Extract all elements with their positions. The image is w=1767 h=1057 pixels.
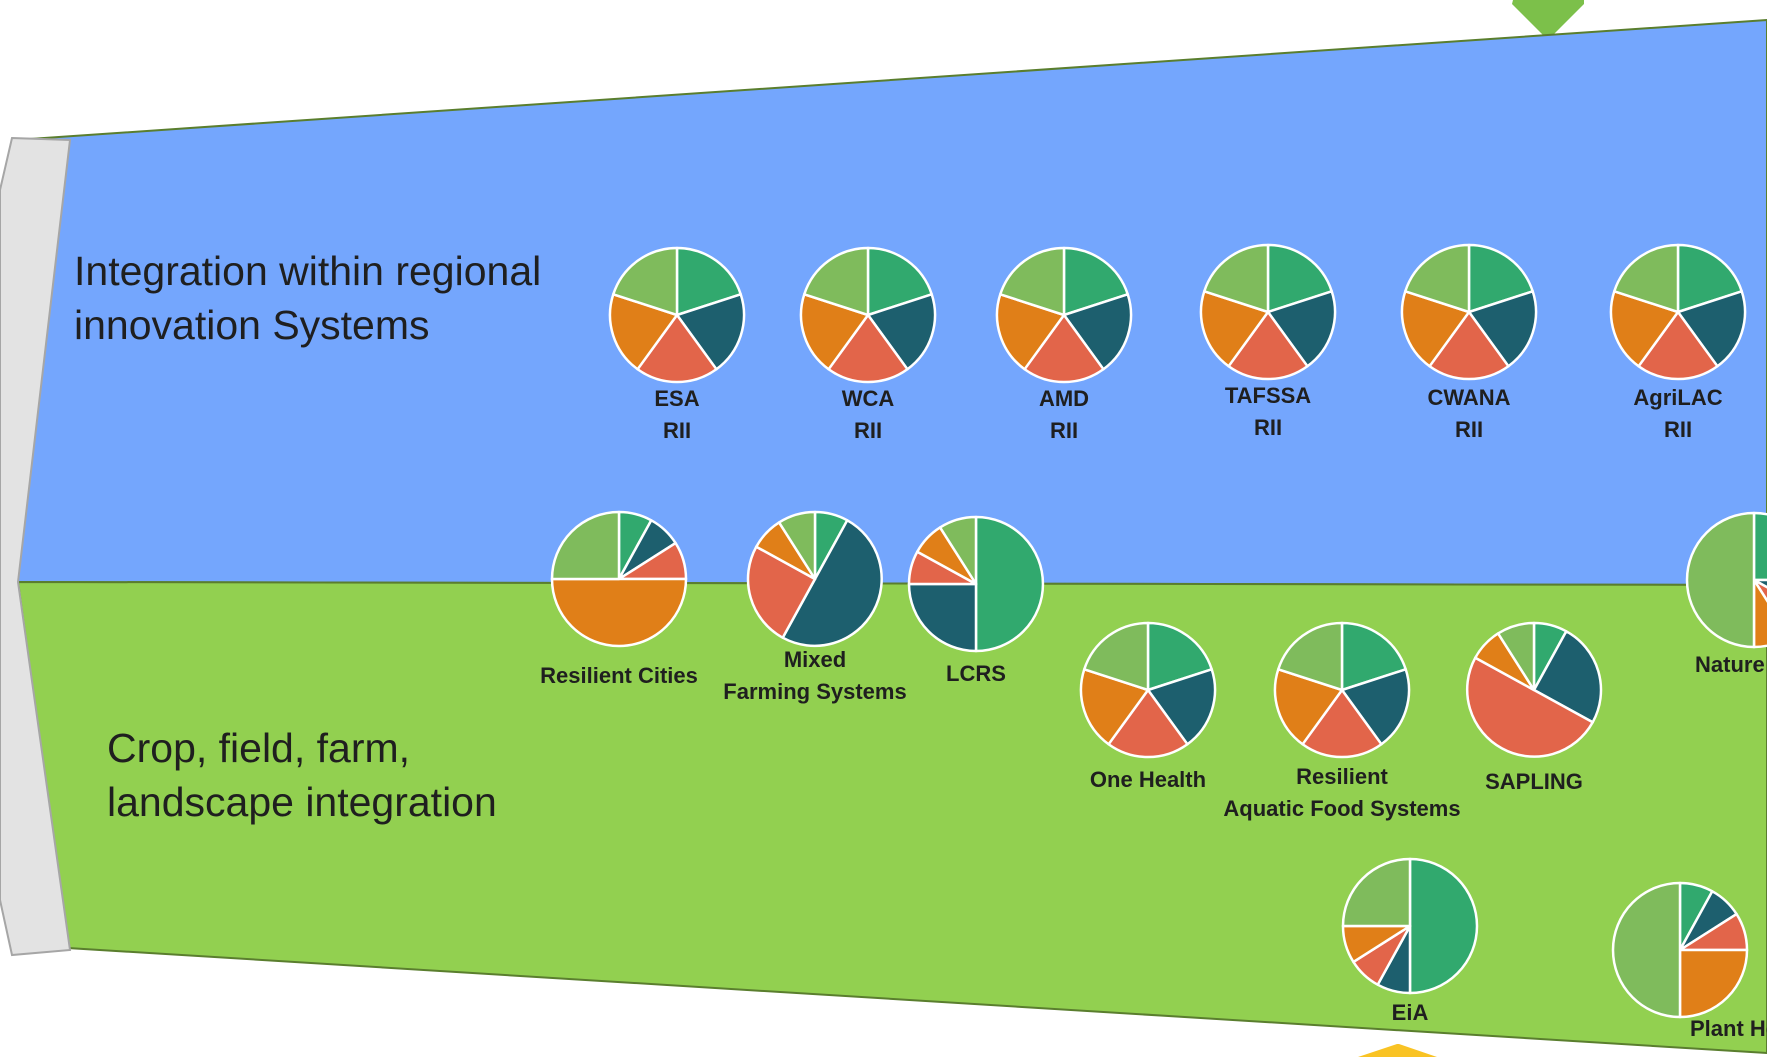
pie-resilient-cities: Resilient Cities xyxy=(540,510,698,688)
pie-sapling: SAPLING xyxy=(1465,621,1603,794)
pie-slice-teal xyxy=(1062,293,1133,371)
pie-eia: EiA xyxy=(1341,857,1479,1025)
top-down-arrow-icon xyxy=(1512,0,1584,40)
pie-slice-teal xyxy=(1146,668,1217,746)
pie-slice-light-green xyxy=(999,246,1066,317)
pie-slice-light-green xyxy=(1083,621,1150,692)
pie-slice-light-green xyxy=(938,515,978,586)
pie-slice-light-green xyxy=(1404,243,1471,314)
pie-nature-positive: Nature Positive xyxy=(1685,511,1767,677)
pie-label: Nature Positive xyxy=(1695,652,1767,677)
pie-slice-orange xyxy=(1400,290,1471,368)
pie-slice-red xyxy=(1465,656,1594,758)
pie-slice-red xyxy=(1023,313,1105,384)
pie-slice-red xyxy=(1428,310,1510,381)
pie-slice-green xyxy=(1752,511,1767,582)
pie-label: Resilient Aquatic Food Systems xyxy=(1223,764,1460,821)
pie-label: TAFSSA RII xyxy=(1225,383,1311,440)
pie-slice-light-green xyxy=(550,510,621,581)
pie-label: One Health xyxy=(1090,767,1206,792)
pie-slice-teal xyxy=(1340,668,1411,746)
pie-label: SAPLING xyxy=(1485,769,1583,794)
pie-charts: ESA RII WCA RII AMD RII TAFSSA RII CWANA RII AgriL… xyxy=(540,243,1767,1041)
pie-label: CWANA RII xyxy=(1427,385,1510,442)
pie-slice-orange xyxy=(1199,290,1270,368)
pie-slice-teal xyxy=(1752,578,1767,589)
pie-mixed-farming-systems: Mixed Farming Systems xyxy=(723,510,907,704)
pie-slice-red xyxy=(746,545,817,639)
pie-label: EiA xyxy=(1392,1000,1429,1025)
pie-slice-red xyxy=(827,313,909,384)
pie-slice-green xyxy=(1408,857,1479,995)
pie-slice-orange xyxy=(1273,668,1344,746)
farm-band-label: Crop, field, farm, landscape integration xyxy=(107,725,497,825)
pie-slice-red xyxy=(1227,310,1309,381)
pie-esa-rii: ESA RII xyxy=(608,246,746,443)
pie-slice-teal xyxy=(675,293,746,371)
pie-slice-light-green xyxy=(803,246,870,317)
pie-lcrs: LCRS xyxy=(907,515,1045,686)
pie-slice-red xyxy=(1107,688,1189,759)
pie-slice-orange xyxy=(1079,668,1150,746)
pie-slice-light-green xyxy=(1613,243,1680,314)
pie-slice-teal xyxy=(866,293,937,371)
pie-slice-light-green xyxy=(612,246,679,317)
pie-cwana-rii: CWANA RII xyxy=(1400,243,1538,442)
pie-slice-light-green xyxy=(1341,857,1412,928)
pie-slice-light-green xyxy=(777,510,817,581)
pie-slice-teal xyxy=(1532,630,1603,724)
pie-resilient-aquatic-food-systems: Resilient Aquatic Food Systems xyxy=(1223,621,1461,821)
pie-label: WCA RII xyxy=(842,386,895,443)
pie-label: Resilient Cities xyxy=(540,663,698,688)
pie-slice-orange xyxy=(550,577,688,648)
pie-one-health: One Health xyxy=(1079,621,1217,792)
pie-slice-red xyxy=(636,313,718,384)
pie-slice-light-green xyxy=(1277,621,1344,692)
regional-band-label: Integration within regional innovation S… xyxy=(74,248,553,348)
pie-label: ESA RII xyxy=(654,386,699,443)
pie-slice-orange xyxy=(608,293,679,371)
pie-slice-green xyxy=(974,515,1045,653)
pie-slice-light-green xyxy=(1685,511,1756,649)
pie-amd-rii: AMD RII xyxy=(995,246,1133,443)
pie-agrilac-rii: AgriLAC RII xyxy=(1609,243,1747,442)
pie-slice-teal xyxy=(1676,290,1747,368)
pie-label: AgriLAC RII xyxy=(1633,385,1722,442)
pie-wca-rii: WCA RII xyxy=(799,246,937,443)
pie-label: AMD RII xyxy=(1039,386,1089,443)
pie-slice-red xyxy=(1637,310,1719,381)
left-side-panel xyxy=(0,136,72,957)
pie-slice-light-green xyxy=(1496,621,1536,692)
pie-slice-teal xyxy=(1467,290,1538,368)
pie-label: Plant Health xyxy=(1690,1016,1767,1041)
pie-slice-orange xyxy=(1678,948,1749,1019)
bottom-up-arrow-icon xyxy=(1358,1044,1437,1057)
pie-slice-teal xyxy=(781,519,883,648)
pie-label: LCRS xyxy=(946,661,1006,686)
pie-plant-health: Plant Health xyxy=(1611,881,1767,1041)
pie-tafssa-rii: TAFSSA RII xyxy=(1199,243,1337,440)
pie-slice-orange xyxy=(799,293,870,371)
pie-slice-orange xyxy=(995,293,1066,371)
pie-slice-light-green xyxy=(1203,243,1270,314)
pie-slice-teal xyxy=(907,582,978,653)
pie-slice-orange xyxy=(1609,290,1680,368)
pie-slice-red xyxy=(1301,688,1383,759)
pie-label: Mixed Farming Systems xyxy=(723,647,906,704)
pie-slice-teal xyxy=(1266,290,1337,368)
pie-slice-light-green xyxy=(1611,881,1682,1019)
